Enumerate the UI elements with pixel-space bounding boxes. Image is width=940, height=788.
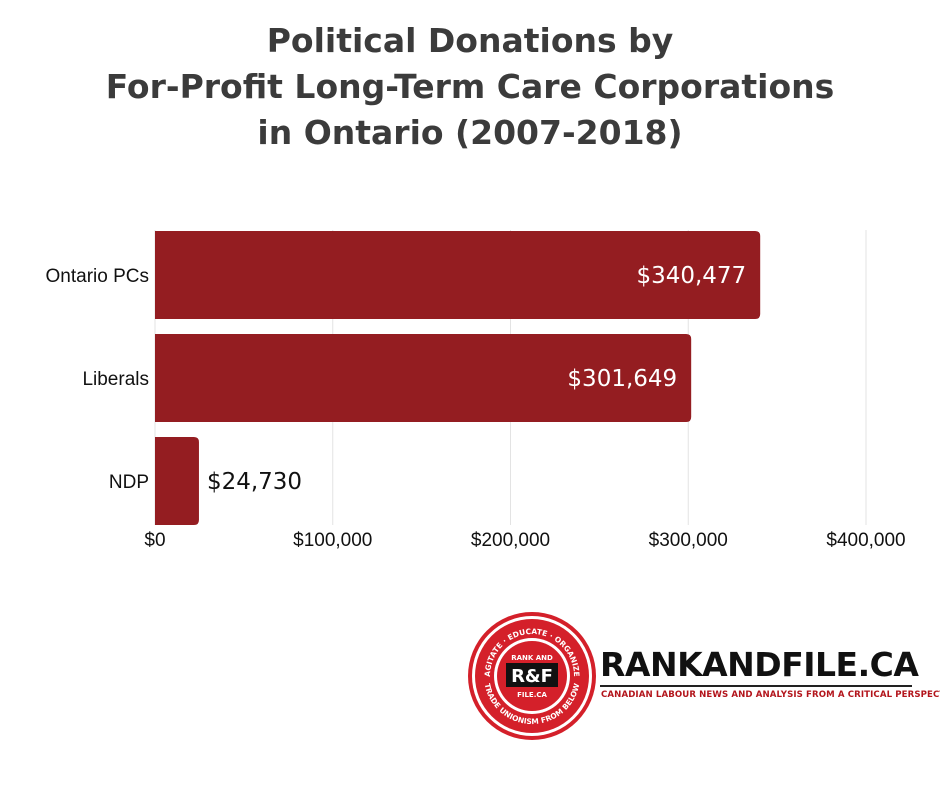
- x-tick-label: $0: [144, 530, 165, 551]
- bar: [155, 437, 199, 525]
- title-line-1: Political Donations by: [266, 21, 674, 60]
- x-tick-label: $300,000: [649, 530, 728, 551]
- category-label: NDP: [109, 472, 149, 493]
- bar: [155, 231, 761, 319]
- badge-bottom-text: FILE.CA: [517, 691, 547, 699]
- rankandfile-logo: AGITATE · EDUCATE · ORGANIZE TRADE UNION…: [462, 604, 940, 744]
- category-label: Ontario PCs: [46, 266, 149, 287]
- chart-title: Political Donations by For-Profit Long-T…: [0, 18, 940, 156]
- brand-name: RANKANDFILE.CA: [600, 645, 919, 684]
- brand-tagline: CANADIAN LABOUR NEWS AND ANALYSIS FROM A…: [601, 690, 940, 700]
- bars: [155, 231, 761, 525]
- value-label: $24,730: [207, 469, 302, 495]
- title-line-2: For-Profit Long-Term Care Corporations: [105, 67, 835, 106]
- x-tick-label: $200,000: [471, 530, 550, 551]
- bar: [155, 334, 692, 422]
- value-label: $340,477: [636, 263, 746, 289]
- badge-center-text: R&F: [511, 666, 553, 687]
- category-label: Liberals: [82, 369, 149, 390]
- rf-badge-icon: AGITATE · EDUCATE · ORGANIZE TRADE UNION…: [468, 612, 596, 740]
- bar-chart: Ontario PCs Liberals NDP $0 $100,000 $200,00…: [46, 230, 906, 551]
- category-labels: Ontario PCs Liberals NDP: [46, 266, 149, 493]
- x-axis-tick-labels: $0 $100,000 $200,000 $300,000 $400,000: [144, 530, 905, 551]
- value-label: $301,649: [567, 366, 677, 392]
- badge-top-text: RANK AND: [511, 654, 553, 662]
- x-tick-label: $400,000: [826, 530, 905, 551]
- brand-divider: [600, 685, 912, 687]
- value-labels: $340,477 $301,649 $24,730: [207, 263, 746, 495]
- title-line-3: in Ontario (2007-2018): [257, 113, 683, 152]
- x-tick-label: $100,000: [293, 530, 372, 551]
